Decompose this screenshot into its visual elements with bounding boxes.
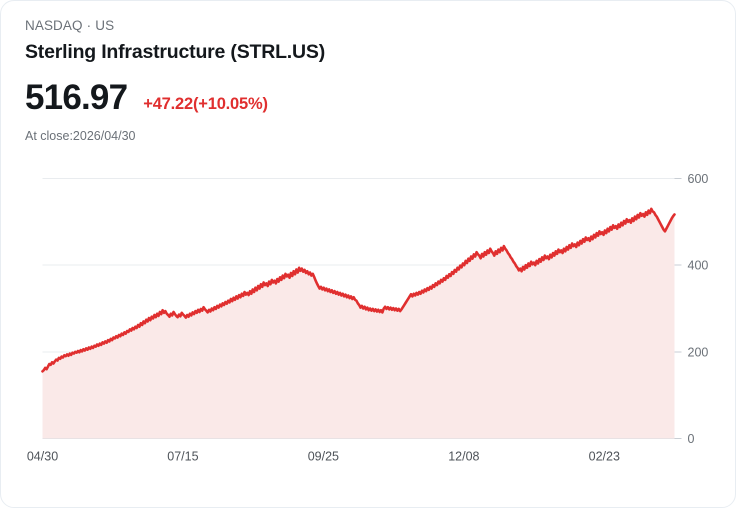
x-axis-label: 12/08: [448, 450, 479, 464]
y-axis-labels: 0 200 400 600: [688, 172, 709, 446]
price-line: [41, 207, 676, 373]
quote-header: NASDAQ · US Sterling Infrastructure (STRL.…: [25, 17, 711, 144]
price-change: +47.22(+10.05%): [143, 95, 268, 113]
x-axis-label: 09/25: [308, 450, 339, 464]
exchange-region-row: NASDAQ · US: [25, 17, 711, 35]
exchange-name: NASDAQ: [25, 18, 83, 33]
y-axis-label: 400: [688, 259, 709, 273]
y-axis-label: 200: [688, 345, 709, 359]
x-axis-labels: 04/30 07/15 09/25 12/08 02/23: [27, 450, 620, 464]
page-title: Sterling Infrastructure (STRL.US): [25, 41, 326, 63]
region-code: US: [95, 18, 115, 33]
separator-dot: ·: [86, 18, 92, 33]
x-axis-label: 04/30: [27, 450, 58, 464]
market-status-note: At close:2026/04/30: [25, 129, 136, 143]
current-price: 516.97: [25, 78, 128, 117]
x-axis-label: 07/15: [167, 450, 198, 464]
y-axis-label: 600: [688, 172, 709, 186]
price-area-fill: [42, 208, 675, 439]
x-axis-label: 02/23: [589, 450, 620, 464]
y-axis-label: 0: [688, 432, 695, 446]
price-row: 516.97 +47.22(+10.05%): [25, 78, 711, 118]
